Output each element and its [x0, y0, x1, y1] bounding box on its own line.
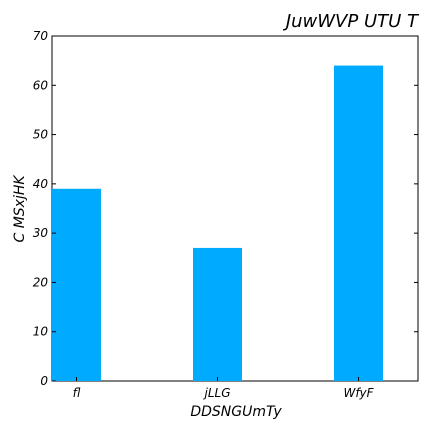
bar-jLLG	[193, 247, 242, 381]
x-tick-label: WfyF	[343, 386, 374, 400]
x-axis-ticks: fl jLLG WfyF	[73, 377, 375, 400]
y-tick-label: 40	[33, 177, 49, 191]
y-tick-label: 60	[33, 78, 49, 92]
y-axis-label: C MSxjHK	[12, 174, 28, 243]
y-tick-label: 0	[40, 374, 48, 388]
bars-group	[52, 65, 383, 382]
bar-fl	[52, 188, 101, 381]
y-axis-ticks: 0 10 20 30 40 50 60 70	[33, 29, 418, 388]
chart-title: JuwWVP UTU T	[283, 11, 420, 32]
y-tick-label: 70	[33, 29, 49, 43]
y-tick-label: 30	[33, 226, 49, 240]
x-tick-label: fl	[73, 386, 81, 400]
y-tick-label: 20	[33, 275, 49, 289]
y-tick-label: 10	[33, 325, 49, 339]
x-tick-label: jLLG	[202, 386, 230, 400]
y-tick-label: 50	[33, 128, 49, 142]
x-axis-label: DDSNGUmTy	[190, 404, 282, 420]
bar-WfyF	[334, 65, 383, 382]
